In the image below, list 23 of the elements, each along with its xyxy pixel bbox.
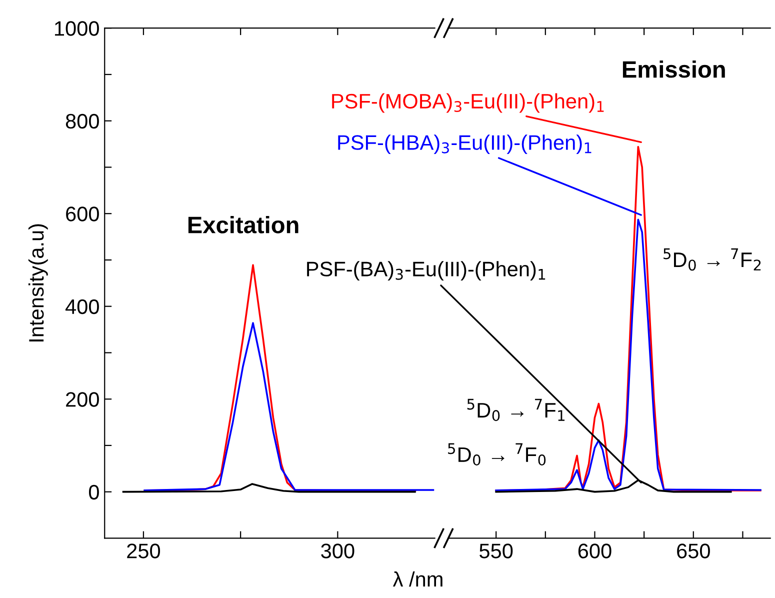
annotation: $^{5}$D$_{0}$ → $^{7}$F$_{0}$ [448, 443, 546, 466]
x-tick-label: 600 [578, 544, 612, 558]
x-tick-label: 250 [127, 544, 160, 558]
y-tick-label: 1000 [55, 21, 99, 36]
y-tick-label: 800 [66, 114, 99, 129]
line-series [122, 483, 416, 493]
annotation: Excitation [188, 216, 298, 234]
y-tick-label: 200 [66, 392, 99, 407]
y-tick-label: 0 [88, 484, 99, 500]
x-tick-label: 550 [480, 544, 513, 558]
x-tick-label: 650 [677, 544, 710, 558]
annotation: $^{5}$D$_{0}$ → $^{7}$F$_{2}$ [664, 248, 761, 271]
y-tick-label: 600 [66, 206, 99, 222]
line-series [144, 322, 434, 492]
x-axis-title: λ /nm [392, 571, 442, 587]
y-axis-title: Intensity(a.u) [28, 224, 48, 342]
y-tick-label: 400 [65, 299, 99, 314]
annotation: Emission [622, 60, 725, 78]
text: PSF-(MOBA)$_{3}$-Eu(III)-(Phen)$_{1}$ [332, 93, 604, 113]
text: PSF-(HBA)$_{3}$-Eu(III)-(Phen)$_{1}$ [338, 134, 592, 154]
text: PSF-(BA)$_{3}$-Eu(III)-(Phen)$_{1}$ [307, 261, 546, 281]
annotation: $^{5}$D$_{0}$ → $^{7}$F$_{1}$ [467, 398, 565, 422]
x-tick-label: 300 [321, 544, 354, 558]
